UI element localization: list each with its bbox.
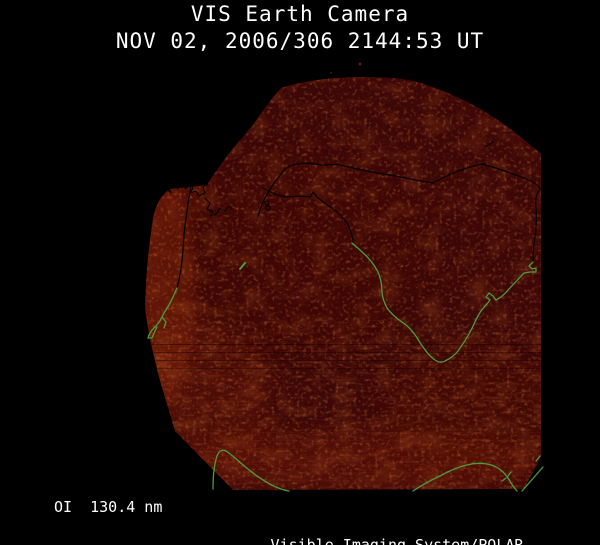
coastline-green xyxy=(147,242,544,492)
credit-block: Visible Imaging System/POLAR The Univers… xyxy=(253,498,542,545)
image-timestamp: NOV 02, 2006/306 2144:53 UT xyxy=(115,29,485,53)
scan-lines xyxy=(145,339,541,481)
speckle-texture xyxy=(145,77,541,490)
coastline-black xyxy=(162,141,541,289)
wavelength-label: OI 130.4 nm xyxy=(54,498,163,516)
star-dots xyxy=(330,62,362,74)
image-title: VIS Earth Camera xyxy=(190,2,410,26)
instrument-credit: Visible Imaging System/POLAR xyxy=(270,536,524,545)
